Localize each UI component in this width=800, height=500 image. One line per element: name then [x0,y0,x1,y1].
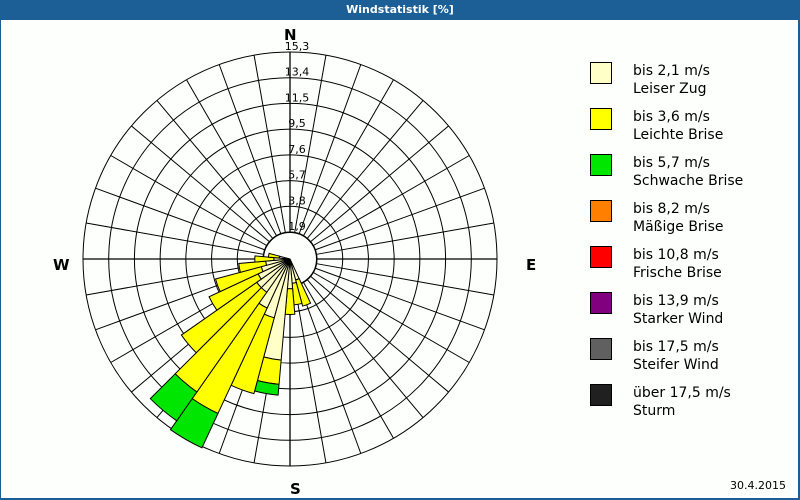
legend-speed: bis 13,9 m/s [633,293,719,309]
legend-speed: bis 3,6 m/s [633,109,710,125]
legend-swatch [590,246,612,268]
legend-label: Schwache Brise [633,173,744,189]
compass-s: S [290,480,301,498]
radial-tick-label: 3,8 [288,194,306,207]
compass-e: E [526,256,537,274]
window-title: Windstatistik [%] [0,0,800,20]
legend-label: Sturm [633,403,676,419]
radial-tick-label: 11,5 [285,91,310,104]
legend-swatch [590,200,612,222]
legend-swatch [590,154,612,176]
legend-swatch [590,62,612,84]
radial-tick-label: 1,9 [288,220,306,233]
legend-speed: über 17,5 m/s [633,385,731,401]
wind-petal [214,266,264,293]
legend-label: Starker Wind [633,311,724,327]
legend-label: Frische Brise [633,265,722,281]
legend-speed: bis 8,2 m/s [633,201,710,217]
compass-n: N [284,26,297,44]
wind-petal [180,281,263,354]
legend-speed: bis 17,5 m/s [633,339,719,355]
compass-w: W [53,256,70,274]
wind-petal [238,260,268,273]
wind-petal [169,397,219,449]
legend-speed: bis 2,1 m/s [633,63,710,79]
wind-petal [208,273,262,311]
legend-label: Steifer Wind [633,357,719,373]
legend-swatch [590,108,612,130]
legend-label: Leiser Zug [633,81,707,97]
radial-tick-label: 5,7 [288,169,306,182]
date-label: 30.4.2015 [730,479,786,492]
legend-swatch [590,292,612,314]
radial-tick-label: 9,5 [288,117,306,130]
legend-speed: bis 5,7 m/s [633,155,710,171]
wind-petal [267,252,281,259]
wind-petal [294,277,312,307]
radial-tick-label: 13,4 [285,66,310,79]
radial-tick-label: 15,3 [285,40,310,53]
legend-speed: bis 10,8 m/s [633,247,719,263]
legend-swatch [590,338,612,360]
radial-tick-label: 7,6 [288,143,306,156]
legend-swatch [590,384,612,406]
legend-label: Leichte Brise [633,127,724,143]
wind-rose-chart: 1,9 3,8 5,7 7,6 9,5 11,5 13,4 15,3 [82,40,498,467]
wind-petal [149,373,198,422]
legend-label: Mäßige Brise [633,219,724,235]
chart-panel: 1,9 3,8 5,7 7,6 9,5 11,5 13,4 15,3 N E S W bis … [1,20,798,498]
